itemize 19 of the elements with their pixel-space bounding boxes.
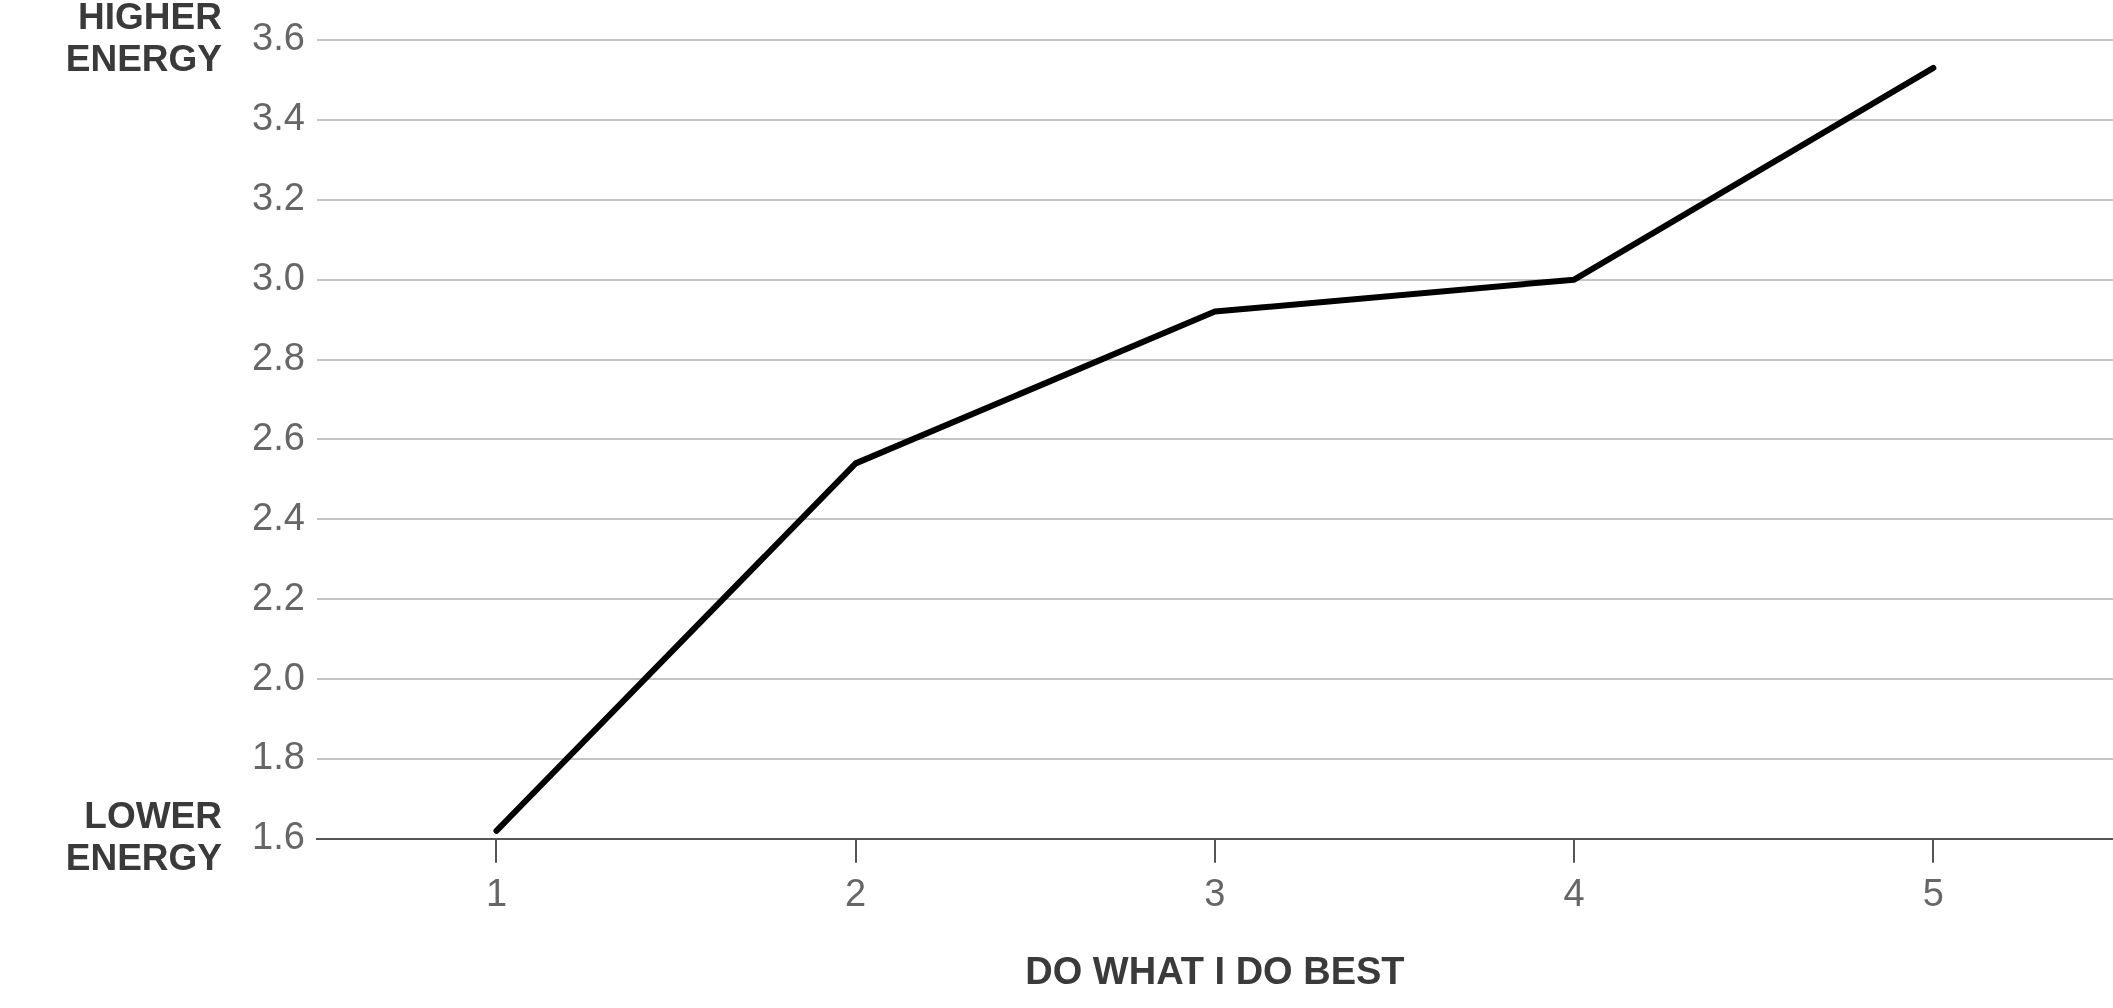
x-axis-title: DO WHAT I DO BEST [1025, 949, 1405, 992]
text: HIGHER ENERGY [65, 0, 223, 80]
y-tick-label: 2.6 [252, 415, 305, 458]
y-tick-label: 2.8 [252, 336, 305, 378]
y-tick-label: 3.4 [252, 96, 305, 139]
text: LOWER ENERGY [65, 795, 223, 878]
y-tick-label: 2.4 [252, 495, 305, 538]
x-tick-label: 3 [1204, 872, 1226, 915]
y-tick-label: 3.0 [252, 256, 305, 299]
y-tick-label: 1.6 [252, 815, 305, 858]
x-tick-label: 5 [1922, 872, 1944, 915]
x-tick-label: 4 [1563, 872, 1585, 915]
y-tick-label: 2.0 [252, 655, 305, 698]
x-tick-label: 2 [845, 872, 867, 915]
x-tick-label: 1 [485, 872, 508, 915]
y-tick-label: 1.8 [252, 735, 305, 778]
y-tick-label: 3.6 [252, 16, 305, 59]
y-tick-label: 3.2 [252, 176, 305, 219]
y-tick-label: 2.2 [252, 575, 305, 618]
